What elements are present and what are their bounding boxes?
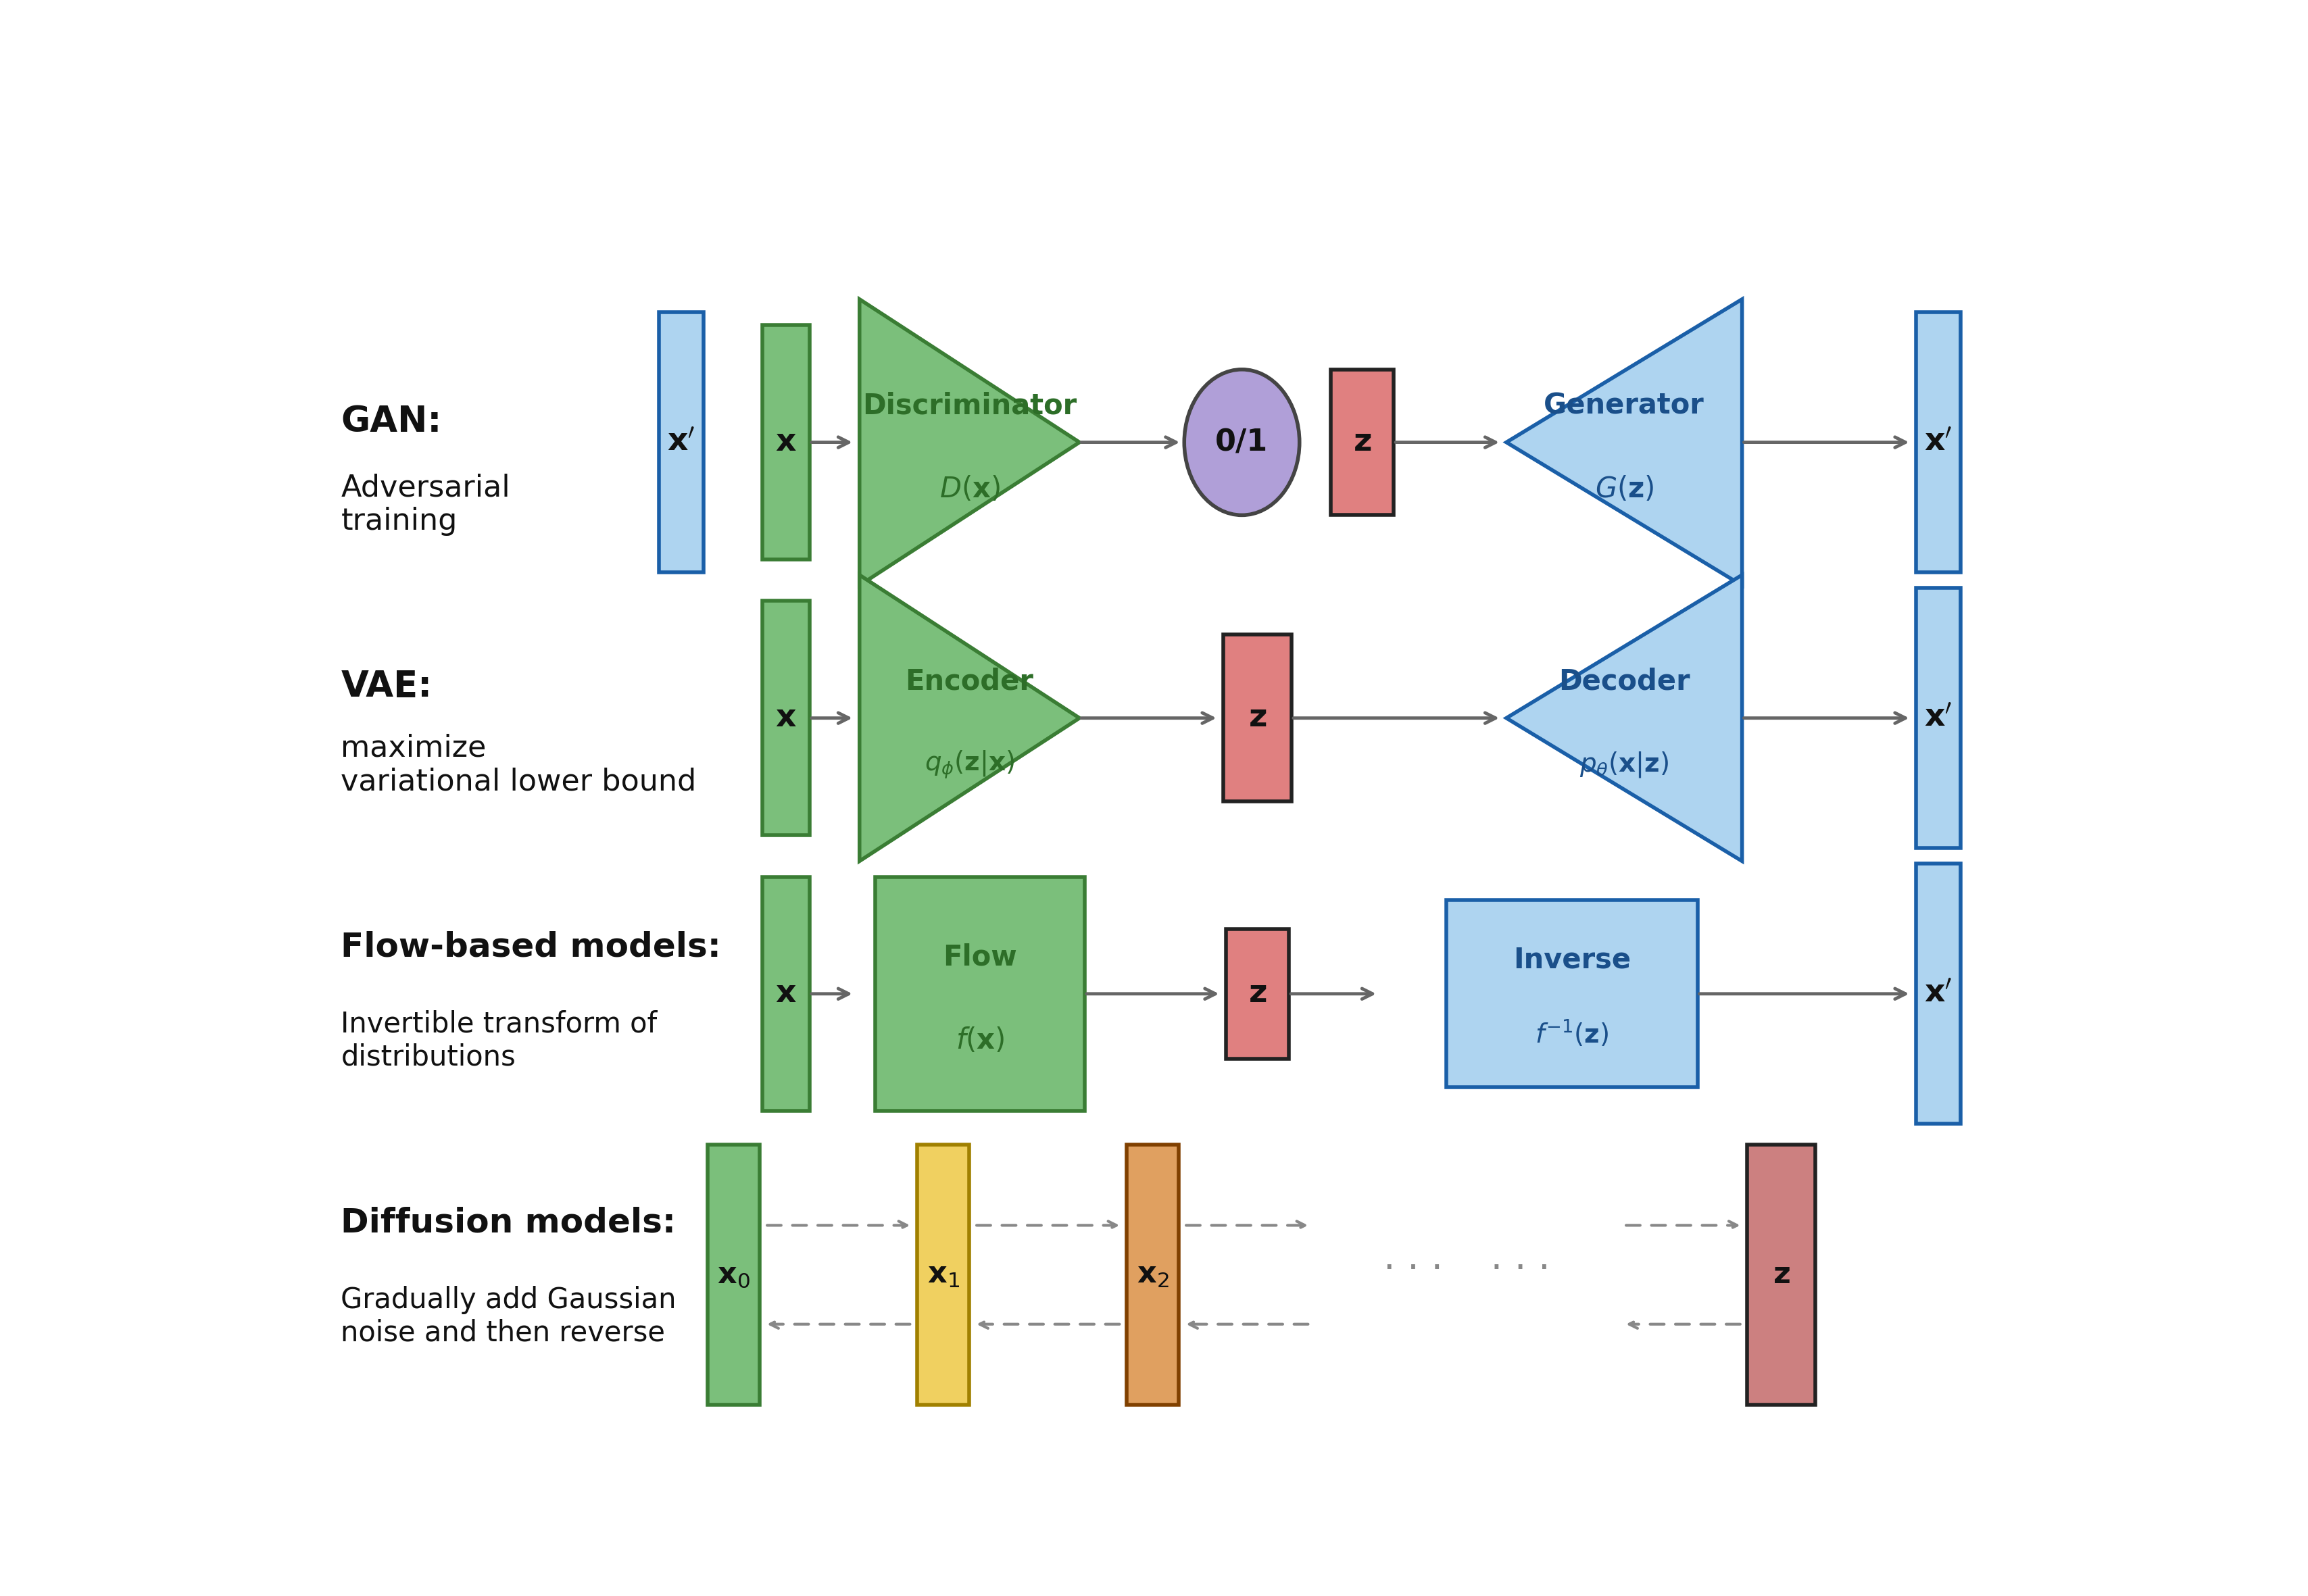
FancyBboxPatch shape [762,326,810,559]
Text: Encoder: Encoder [905,667,1034,696]
FancyBboxPatch shape [660,313,704,573]
FancyBboxPatch shape [1223,635,1290,801]
Text: 0/1: 0/1 [1214,428,1267,456]
Text: $\mathbf{z}$: $\mathbf{z}$ [1249,702,1267,733]
Polygon shape [1505,575,1743,862]
Text: $\mathbf{x}$: $\mathbf{x}$ [775,702,796,733]
FancyBboxPatch shape [762,602,810,835]
Text: $\mathbf{x}$: $\mathbf{x}$ [775,978,796,1009]
Text: $\mathbf{x}_0$: $\mathbf{x}_0$ [718,1261,750,1290]
Polygon shape [859,575,1080,862]
Text: $\mathbf{x'}$: $\mathbf{x'}$ [1925,978,1953,1009]
Text: Gradually add Gaussian
noise and then reverse: Gradually add Gaussian noise and then re… [342,1286,676,1347]
Text: $\mathbf{x'}$: $\mathbf{x'}$ [1925,428,1953,458]
Text: GAN:: GAN: [342,404,441,439]
FancyBboxPatch shape [1916,313,1959,573]
Text: $\mathbf{x}_1$: $\mathbf{x}_1$ [928,1261,960,1290]
Text: Invertible transform of
distributions: Invertible transform of distributions [342,1010,658,1071]
Text: Decoder: Decoder [1558,667,1689,696]
Text: $\mathbf{x}_2$: $\mathbf{x}_2$ [1136,1261,1168,1290]
FancyBboxPatch shape [1445,900,1696,1087]
FancyBboxPatch shape [916,1144,969,1404]
Text: $\mathbf{x'}$: $\mathbf{x'}$ [667,428,695,458]
Text: $p_\theta(\mathbf{x}|\mathbf{z})$: $p_\theta(\mathbf{x}|\mathbf{z})$ [1579,750,1669,779]
Text: $\mathbf{x}$: $\mathbf{x}$ [775,428,796,458]
Text: $f(\mathbf{x})$: $f(\mathbf{x})$ [956,1026,1004,1055]
FancyBboxPatch shape [875,876,1085,1111]
Text: Adversarial
training: Adversarial training [342,474,510,536]
Text: Inverse: Inverse [1512,946,1629,974]
Polygon shape [1505,298,1743,586]
FancyBboxPatch shape [1747,1144,1814,1404]
FancyBboxPatch shape [706,1144,759,1404]
Text: $\mathbf{x'}$: $\mathbf{x'}$ [1925,702,1953,733]
Text: Discriminator: Discriminator [863,391,1076,420]
FancyBboxPatch shape [1126,1144,1179,1404]
Text: Flow-based models:: Flow-based models: [342,930,720,964]
Text: Diffusion models:: Diffusion models: [342,1207,676,1238]
Text: Flow: Flow [942,943,1018,972]
FancyBboxPatch shape [1329,369,1394,516]
FancyBboxPatch shape [762,876,810,1111]
FancyBboxPatch shape [1226,929,1288,1058]
Text: $q_\phi(\mathbf{z}|\mathbf{x})$: $q_\phi(\mathbf{z}|\mathbf{x})$ [923,749,1013,780]
Polygon shape [859,298,1080,586]
Text: · · ·    · · ·: · · · · · · [1382,1251,1551,1288]
Text: maximize
variational lower bound: maximize variational lower bound [342,734,697,796]
Text: Generator: Generator [1544,391,1703,420]
Text: $D(\mathbf{x})$: $D(\mathbf{x})$ [939,476,999,503]
Ellipse shape [1184,369,1299,516]
FancyBboxPatch shape [1916,587,1959,847]
Text: $f^{-1}(\mathbf{z})$: $f^{-1}(\mathbf{z})$ [1535,1018,1609,1047]
FancyBboxPatch shape [1916,863,1959,1124]
Text: $\mathbf{z}$: $\mathbf{z}$ [1249,978,1267,1009]
Text: VAE:: VAE: [342,669,432,704]
Text: $\mathbf{z}$: $\mathbf{z}$ [1352,428,1371,458]
Text: $\mathbf{z}$: $\mathbf{z}$ [1773,1261,1789,1290]
Text: $G(\mathbf{z})$: $G(\mathbf{z})$ [1595,476,1653,503]
